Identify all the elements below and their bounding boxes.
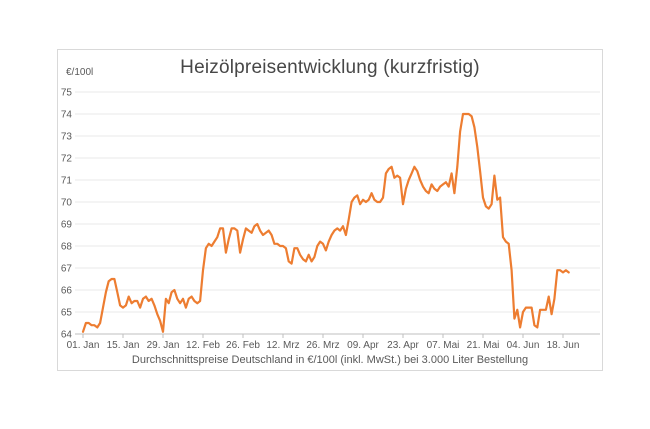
chart-title: Heizölpreisentwicklung (kurzfristig) bbox=[180, 57, 480, 78]
x-tick-label: 29. Jan bbox=[147, 340, 180, 351]
y-tick-label: 72 bbox=[61, 154, 73, 165]
x-tick-label: 18. Jun bbox=[547, 340, 580, 351]
price-line bbox=[81, 112, 570, 333]
y-tick-label: 74 bbox=[61, 110, 73, 121]
y-tick-label: 66 bbox=[61, 286, 73, 297]
x-tick-label: 21. Mai bbox=[467, 340, 500, 351]
y-tick-label: 64 bbox=[61, 330, 73, 341]
y-tick-label: 69 bbox=[61, 220, 73, 231]
x-tick-label: 01. Jan bbox=[67, 340, 100, 351]
x-tick-label: 12. Mrz bbox=[266, 340, 299, 351]
x-tick-label: 26. Mrz bbox=[306, 340, 339, 351]
y-tick-label: 68 bbox=[61, 242, 73, 253]
x-tick-label: 26. Feb bbox=[226, 340, 260, 351]
y-tick-label: 65 bbox=[61, 308, 73, 319]
y-tick-label: 75 bbox=[61, 88, 73, 99]
y-tick-label: 67 bbox=[61, 264, 73, 275]
chart-card: Heizölpreisentwicklung (kurzfristig) €/1… bbox=[57, 49, 603, 371]
chart-footnote: Durchschnittspreise Deutschland in €/100… bbox=[131, 354, 529, 366]
y-axis-unit-label: €/100l bbox=[66, 67, 94, 78]
y-tick-label: 71 bbox=[61, 176, 73, 187]
x-tick-label: 07. Mai bbox=[427, 340, 460, 351]
x-tick-label: 23. Apr bbox=[387, 340, 419, 351]
x-tick-label: 09. Apr bbox=[347, 340, 379, 351]
x-tick-label: 04. Jun bbox=[507, 340, 540, 351]
y-tick-label: 70 bbox=[61, 198, 73, 209]
y-tick-label: 73 bbox=[61, 132, 73, 143]
x-tick-label: 12. Feb bbox=[186, 340, 220, 351]
x-tick-label: 15. Jan bbox=[107, 340, 140, 351]
